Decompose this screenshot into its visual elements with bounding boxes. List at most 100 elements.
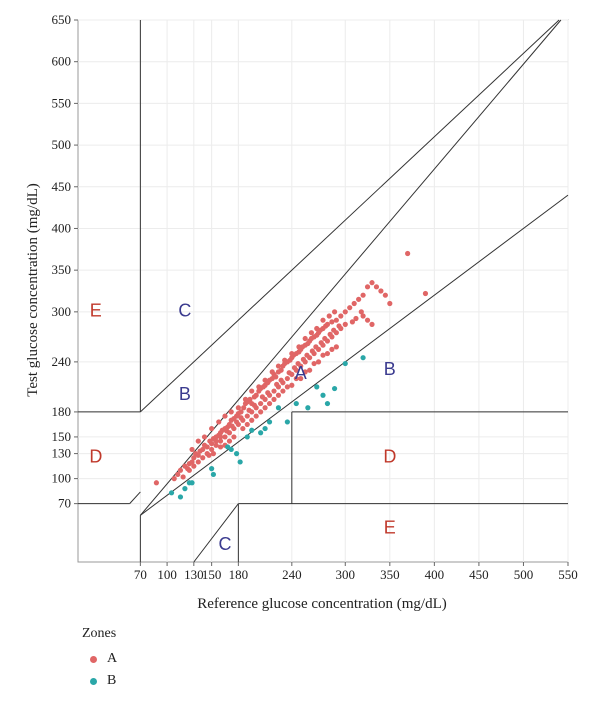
data-point-a <box>313 344 319 350</box>
data-point-a <box>329 319 335 325</box>
zone-label-b: B <box>384 359 396 379</box>
data-point-b <box>314 384 320 390</box>
data-point-a <box>249 417 255 423</box>
data-point-a <box>195 459 201 465</box>
y-axis-label: Test glucose concentration (mg/dL) <box>25 183 41 396</box>
data-point-a <box>177 467 184 473</box>
data-point-a <box>217 434 224 440</box>
data-point-a <box>315 359 322 365</box>
data-point-b <box>320 392 326 398</box>
data-point-a <box>318 340 324 346</box>
data-point-b <box>237 459 243 465</box>
data-point-a <box>309 348 315 354</box>
y-tick-label: 300 <box>52 304 72 319</box>
data-point-a <box>308 330 315 336</box>
data-point-a <box>209 440 215 447</box>
data-point-a <box>271 388 277 394</box>
data-point-a <box>311 360 317 367</box>
zone-label-d: D <box>89 447 102 467</box>
data-point-a <box>291 365 298 371</box>
data-point-b <box>168 490 175 496</box>
data-point-a <box>336 323 342 329</box>
data-point-b <box>305 405 311 411</box>
data-point-a <box>200 446 206 453</box>
y-tick-label: 150 <box>52 429 72 444</box>
data-point-a <box>186 467 192 473</box>
data-point-b <box>258 430 264 436</box>
grid-lines <box>77 19 569 563</box>
data-point-a <box>224 428 230 434</box>
data-point-a <box>213 442 219 448</box>
data-point-a <box>296 344 302 350</box>
zone-line <box>193 503 239 563</box>
data-point-a <box>191 455 197 461</box>
x-axis-label: Reference glucose concentration (mg/dL) <box>197 596 446 612</box>
zone-label-c: C <box>219 534 232 554</box>
data-point-a <box>189 459 195 465</box>
data-point-a <box>304 352 310 358</box>
data-point-a <box>206 452 212 458</box>
data-point-a <box>282 357 288 363</box>
zone-line <box>140 19 560 413</box>
zone-line <box>139 19 562 516</box>
legend-dot-a <box>90 655 97 663</box>
legend-label-a: A <box>107 651 118 666</box>
data-point-a <box>217 438 224 444</box>
data-point-a <box>286 370 292 376</box>
y-tick-label: 500 <box>52 137 72 152</box>
data-point-a <box>256 384 262 390</box>
x-tick-label: 70 <box>134 567 147 582</box>
data-point-b <box>177 494 184 500</box>
data-point-a <box>302 335 308 342</box>
x-tick-label: 130 <box>184 567 204 582</box>
data-point-a <box>247 396 253 402</box>
data-point-b <box>324 400 331 407</box>
data-point-a <box>241 405 247 411</box>
data-point-a <box>364 284 371 290</box>
data-point-b <box>275 405 282 411</box>
y-tick-label: 100 <box>52 471 72 486</box>
data-point-a <box>253 392 259 398</box>
data-point-a <box>347 305 353 311</box>
data-point-a <box>280 388 286 394</box>
zone-line <box>129 491 141 504</box>
data-point-b <box>244 434 250 440</box>
y-tick-label: 70 <box>58 496 71 511</box>
data-point-a <box>235 405 241 411</box>
data-point-a <box>369 321 375 327</box>
data-point-a <box>189 446 195 453</box>
data-point-a <box>266 400 273 407</box>
data-point-a <box>278 367 284 373</box>
data-point-a <box>360 313 366 319</box>
data-point-a <box>333 344 339 350</box>
data-point-a <box>240 425 246 432</box>
data-point-a <box>369 280 375 286</box>
data-point-a <box>195 438 201 444</box>
x-tick-label: 500 <box>514 567 534 582</box>
data-point-a <box>326 313 332 319</box>
data-point-b <box>189 480 195 486</box>
data-point-b <box>210 471 217 478</box>
data-point-b <box>284 419 290 425</box>
data-point-a <box>275 363 282 369</box>
data-point-a <box>210 451 217 457</box>
zone-line <box>140 194 569 516</box>
data-point-a <box>204 444 210 450</box>
data-point-a <box>342 321 348 327</box>
data-point-a <box>327 331 333 337</box>
data-point-a <box>226 438 233 444</box>
data-point-a <box>231 434 237 440</box>
x-tick-label: 450 <box>469 567 489 582</box>
data-point-a <box>175 471 181 478</box>
data-point-a <box>229 423 235 429</box>
legend-dot-b <box>90 677 97 685</box>
data-point-a <box>265 390 271 396</box>
data-point-a <box>258 400 264 407</box>
data-point-a <box>259 394 266 400</box>
data-point-a <box>238 409 244 415</box>
data-point-a <box>274 381 280 387</box>
y-axis-ticks: 70 100 130 150 180 240 300 350 400 450 500 550 600 65… <box>52 12 78 511</box>
data-point-a <box>262 377 268 383</box>
data-point-b <box>293 400 299 407</box>
data-point-a <box>275 392 282 398</box>
